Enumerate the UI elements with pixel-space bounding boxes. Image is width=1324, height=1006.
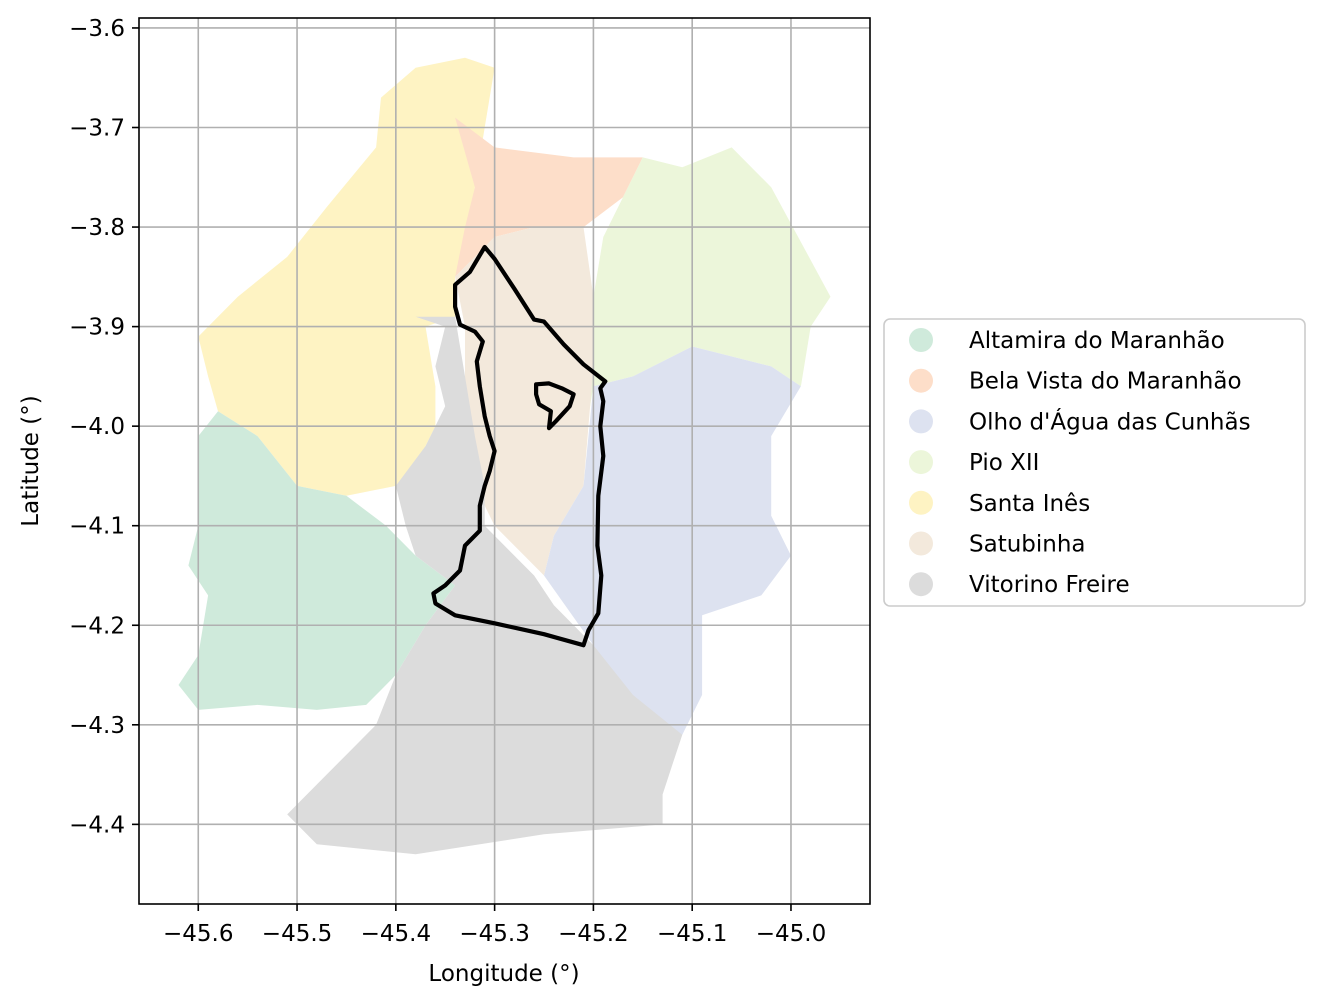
x-tick-label: −45.3 [459, 921, 529, 947]
highlight-outline [431, 244, 608, 648]
x-tick-label: −45.6 [163, 921, 233, 947]
y-tick-label: −4.4 [69, 812, 125, 838]
legend-marker-pio-xii [909, 450, 933, 475]
legend-items: Altamira do Maranhão Bela Vista do Maranh… [909, 328, 1251, 598]
region-satubinha [455, 227, 594, 576]
y-tick-label: −3.6 [69, 16, 125, 42]
y-tick-label: −4.2 [69, 613, 125, 639]
grid-layer [139, 18, 870, 904]
legend-marker-vitorino-freire [909, 572, 933, 597]
x-tick-label: −45.4 [361, 921, 431, 947]
y-tick-label: −4.1 [69, 514, 125, 540]
outline-ring-1 [431, 244, 608, 648]
axes-frame [138, 17, 871, 905]
region-bela-vista-do-maranhao [455, 117, 643, 277]
region-olho-d-agua-das-cunhas [544, 346, 801, 755]
legend-marker-santa-ines [909, 490, 933, 515]
regions-layer [178, 57, 831, 855]
region-santa-ines [198, 57, 495, 496]
y-axis-ticks: −3.6 −3.7 −3.8 −3.9 −4.0 −4.1 −4.2 −4.3 −4.4 [69, 16, 139, 838]
y-tick-label: −3.9 [69, 315, 125, 341]
y-tick-label: −4.3 [69, 713, 125, 739]
legend: Altamira do Maranhão Bela Vista do Maranh… [883, 318, 1306, 607]
legend-label-satubinha: Satubinha [969, 532, 1086, 558]
outline-ring-2 [534, 381, 576, 431]
region-altamira-do-maranhao [178, 411, 456, 710]
legend-label-santa-ines: Santa Inês [969, 491, 1090, 517]
y-tick-label: −3.8 [69, 215, 125, 241]
legend-marker-altamira-do-maranhao [909, 328, 933, 352]
legend-marker-bela-vista-do-maranhao [909, 368, 933, 393]
x-axis-ticks: −45.6 −45.5 −45.4 −45.3 −45.2 −45.1 −45.0 [163, 904, 826, 947]
x-tick-label: −45.0 [756, 921, 826, 947]
legend-label-altamira-do-maranhao: Altamira do Maranhão [969, 328, 1225, 354]
x-tick-label: −45.1 [657, 921, 727, 947]
y-tick-label: −4.0 [69, 414, 125, 440]
legend-marker-satubinha [909, 531, 933, 556]
region-pio-xii [573, 147, 831, 486]
legend-label-olho-d-agua-das-cunhas: Olho d'Água das Cunhãs [969, 407, 1251, 435]
legend-frame [883, 318, 1306, 607]
legend-label-bela-vista-do-maranhao: Bela Vista do Maranhão [969, 369, 1242, 395]
y-axis-label: Latitude (°) [18, 395, 44, 526]
legend-label-pio-xii: Pio XII [969, 450, 1039, 476]
y-tick-label: −3.7 [69, 116, 125, 142]
x-tick-label: −45.5 [262, 921, 332, 947]
x-axis-label: Longitude (°) [428, 961, 579, 987]
legend-marker-olho-d-agua-das-cunhas [909, 409, 933, 434]
region-vitorino-freire [287, 316, 683, 855]
x-tick-label: −45.2 [558, 921, 628, 947]
legend-label-vitorino-freire: Vitorino Freire [969, 572, 1130, 598]
